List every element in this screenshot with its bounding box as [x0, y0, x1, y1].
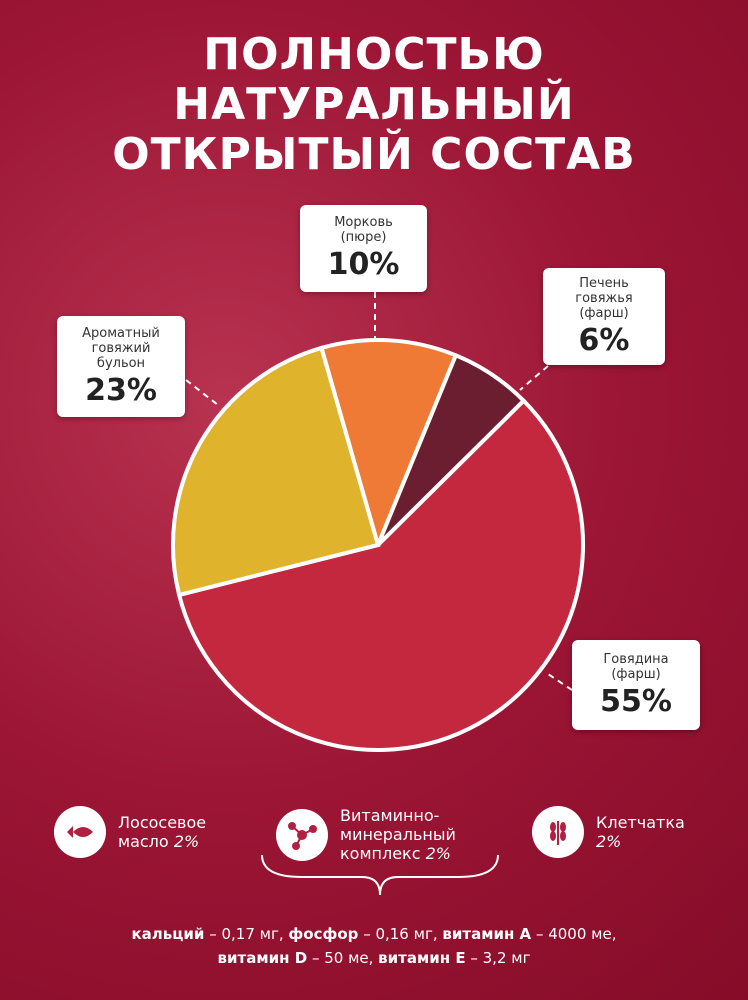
extra-item: Витаминно- минеральный комплекс 2% [276, 806, 456, 863]
slice-label: Морковь (пюре) [334, 215, 393, 245]
nutrient-line: витамин D – 50 ме, витамин Е – 3,2 мг [0, 946, 748, 970]
nutrient-name: витамин D [217, 949, 308, 967]
slice-label: Говядина (фарш) [603, 651, 669, 682]
leader-lines [185, 292, 573, 691]
nutrient-name: витамин А [442, 925, 532, 943]
extra-value: 2% [425, 844, 451, 863]
wheat-icon [532, 806, 584, 858]
nutrient-name: кальций [131, 925, 205, 943]
extra-label: Лососевое масло [118, 813, 207, 851]
nutrient-amount: – 0,17 мг, [209, 925, 284, 943]
slice-label: Печень говяжья (фарш) [575, 275, 633, 321]
value-label: 55% [600, 683, 672, 719]
value-label: 23% [85, 372, 157, 408]
value-label: 10% [327, 247, 400, 282]
label-box: Ароматный говяжий бульон 23% [57, 316, 185, 417]
nutrient-amount: – 4000 ме, [535, 925, 617, 943]
nutrient-amount: – 0,16 мг, [363, 925, 438, 943]
molecule-icon [276, 808, 328, 861]
nutrient-amount: – 50 ме, [311, 949, 374, 967]
title: ПОЛНОСТЬЮ НАТУРАЛЬНЫЙ ОТКРЫТЫЙ СОСТАВ [112, 29, 636, 180]
label-box: Морковь (пюре) 10% [300, 205, 427, 292]
extra-label: Витаминно- минеральный комплекс [340, 806, 456, 863]
extra-value: 2% [173, 832, 200, 851]
label-box: Печень говяжья (фарш) 6% [543, 268, 665, 365]
extra-item: Клетчатка 2% [532, 806, 685, 858]
extra-item: Лососевое масло 2% [54, 806, 206, 858]
label-box: Говядина (фарш) 55% [572, 640, 700, 730]
extra-value: 2% [596, 832, 622, 851]
nutrient-name: витамин Е [378, 949, 466, 967]
pie-slice [171, 345, 381, 598]
slice-label: Ароматный говяжий бульон [82, 325, 160, 371]
bracket [261, 854, 499, 896]
extra-label: Клетчатка [596, 813, 685, 832]
pie-slice [176, 397, 585, 752]
nutrient-name: фосфор [288, 925, 359, 943]
nutrient-line: кальций – 0,17 мг, фосфор – 0,16 мг, вит… [0, 922, 748, 946]
nutrient-amount: – 3,2 мг [470, 949, 531, 967]
pie-slice [319, 338, 459, 552]
nutrients: кальций – 0,17 мг, фосфор – 0,16 мг, вит… [0, 922, 748, 970]
value-label: 6% [578, 322, 630, 358]
fish-icon [54, 806, 106, 858]
